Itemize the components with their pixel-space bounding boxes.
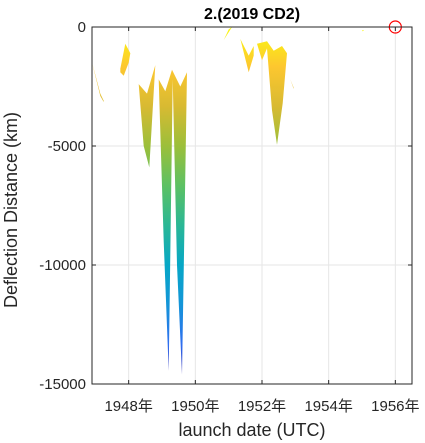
plot-frame: [91, 26, 413, 385]
x-tick-label: 1948年: [104, 398, 152, 415]
data-lobe: [240, 38, 254, 73]
x-tick-label: 1954年: [304, 398, 352, 415]
y-axis-label: Deflection Distance (km): [1, 112, 21, 308]
x-tick-label: 1952年: [238, 398, 286, 415]
data-lobe: [92, 62, 104, 102]
grid-lines: [92, 26, 412, 385]
data-lobe: [290, 79, 294, 89]
y-tick-label: -5000: [48, 138, 86, 155]
data-lobe: [158, 69, 187, 375]
data-lobe: [223, 27, 232, 41]
chart-title: 2.(2019 CD2): [204, 6, 300, 23]
x-tick-label: 1956年: [371, 398, 419, 415]
data-lobe: [120, 43, 131, 76]
y-tick-label: 0: [78, 19, 86, 36]
x-axis-ticks: 1948年 1950年 1952年 1954年 1956年: [104, 27, 420, 415]
data-lobe: [362, 29, 364, 32]
data-lobe: [257, 41, 287, 145]
x-axis-label: launch date (UTC): [178, 420, 325, 440]
y-tick-label: -15000: [39, 376, 86, 393]
data-lobe: [138, 65, 156, 168]
y-axis-ticks: 0 -5000 -10000 -15000: [39, 19, 412, 393]
y-tick-label: -10000: [39, 257, 86, 274]
x-tick-label: 1950年: [171, 398, 219, 415]
data-lobes: [92, 27, 364, 375]
